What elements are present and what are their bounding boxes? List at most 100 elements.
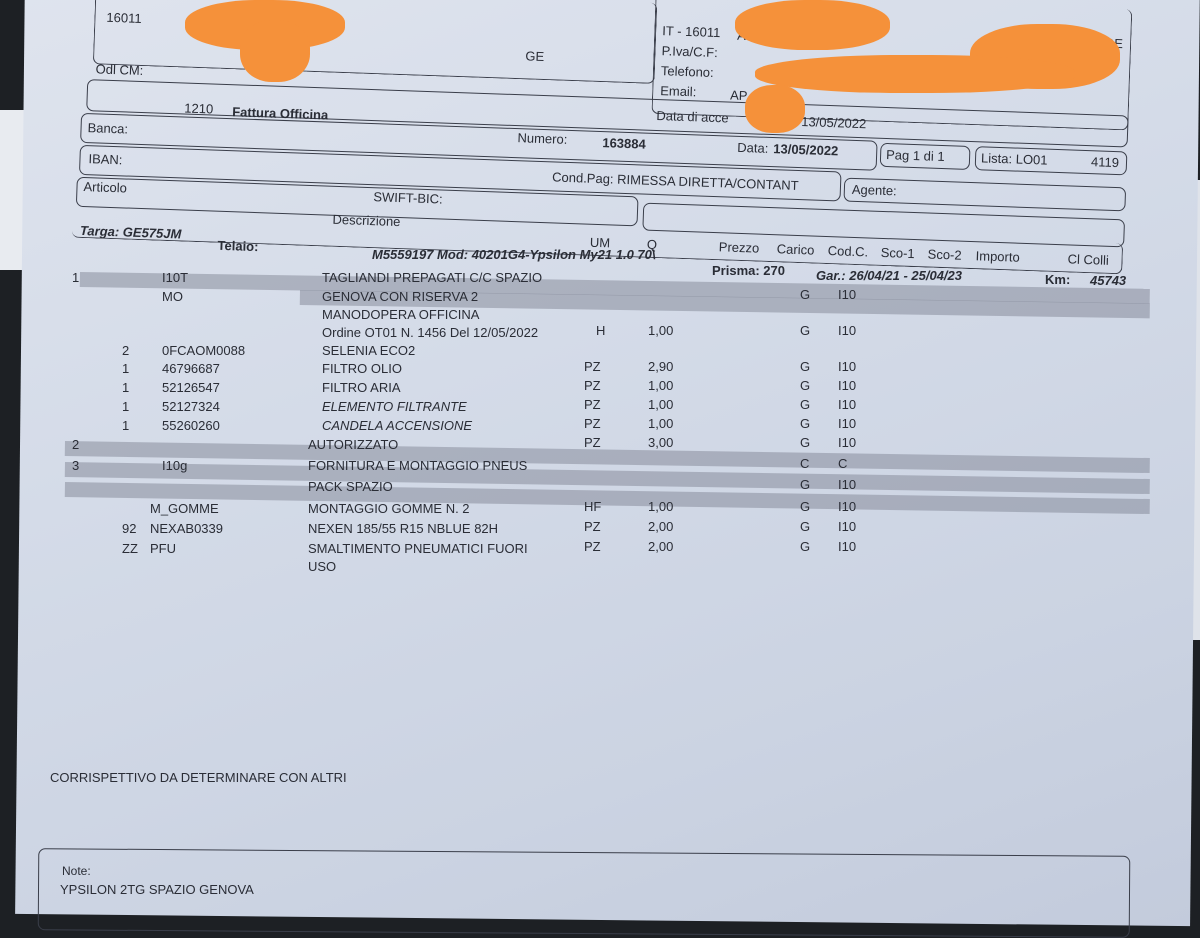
row-description: USO xyxy=(308,559,337,574)
km-value: 45743 xyxy=(1090,273,1127,288)
col-codc: Cod.C. xyxy=(827,243,869,260)
row-quantity: 1,00 xyxy=(648,323,674,338)
row-carico: G xyxy=(800,287,811,302)
redaction-mark xyxy=(755,55,1075,93)
row-description: FILTRO ARIA xyxy=(322,380,401,395)
row-cod-c: I10 xyxy=(838,378,857,393)
row-carico: G xyxy=(800,499,811,514)
row-description: MANODOPERA OFFICINA xyxy=(322,307,480,322)
col-prezzo: Prezzo xyxy=(718,239,760,256)
recipient-cap: IT - 16011 xyxy=(662,23,721,41)
agente-label: Agente: xyxy=(851,181,897,199)
row-code: 52127324 xyxy=(162,399,220,414)
row-cod-c: I10 xyxy=(838,519,857,534)
row-description: TAGLIANDI PREPAGATI C/C SPAZIO xyxy=(322,270,543,285)
row-description: MONTAGGIO GOMME N. 2 xyxy=(308,501,470,516)
row-carico: G xyxy=(800,397,811,412)
row-um: PZ xyxy=(584,359,601,374)
row-code: I10g xyxy=(162,458,188,473)
row-um: PZ xyxy=(584,397,601,412)
row-quantity: 1,00 xyxy=(648,499,674,514)
row-description: GENOVA CON RISERVA 2 xyxy=(322,289,479,304)
row-code: 46796687 xyxy=(162,361,220,376)
swift-label: SWIFT-BIC: xyxy=(373,189,443,207)
col-carico: Carico xyxy=(776,241,815,258)
note-label: Note: xyxy=(62,864,91,878)
row-code: MO xyxy=(162,289,183,304)
col-sco1: Sco-1 xyxy=(880,244,915,262)
row-quantity: 1,00 xyxy=(648,378,674,393)
vehicle-model: M5559197 Mod: 40201G4-Ypsilon My21 1.0 7… xyxy=(372,247,656,262)
row-description: ELEMENTO FILTRANTE xyxy=(322,399,467,414)
row-number: 1 xyxy=(122,418,130,433)
row-cod-c: I10 xyxy=(838,539,857,554)
numero-value: 163884 xyxy=(602,135,647,152)
row-carico: G xyxy=(800,435,811,450)
row-cod-c: C xyxy=(838,456,848,471)
row-number: 1 xyxy=(122,380,130,395)
row-number: ZZ xyxy=(122,541,138,556)
row-quantity: 2,90 xyxy=(648,359,674,374)
col-importo: Importo xyxy=(975,248,1020,265)
data-label: Data: xyxy=(737,139,769,156)
row-number: 3 xyxy=(72,458,80,473)
row-quantity: 1,00 xyxy=(648,416,674,431)
redaction-mark xyxy=(240,20,310,82)
km-label: Km: xyxy=(1045,272,1071,287)
row-carico: G xyxy=(800,416,811,431)
row-quantity: 2,00 xyxy=(648,539,674,554)
telaio-label: Telaio: xyxy=(217,237,259,255)
row-description: AUTORIZZATO xyxy=(308,437,399,452)
data-accettazione: 13/05/2022 xyxy=(800,114,867,132)
col-cl-colli: Cl Colli xyxy=(1067,251,1110,268)
row-code: NEXAB0339 xyxy=(150,521,223,536)
row-number: 1 xyxy=(72,270,80,285)
lista-value: 4119 xyxy=(1090,154,1120,171)
row-number: 1 xyxy=(122,361,130,376)
data-accettazione-label: Data di acce xyxy=(656,107,729,126)
row-carico: G xyxy=(800,477,811,492)
row-number: 92 xyxy=(122,521,137,536)
row-quantity: 3,00 xyxy=(648,435,674,450)
data-value: 13/05/2022 xyxy=(773,141,839,159)
row-code: PFU xyxy=(150,541,176,556)
row-carico: G xyxy=(800,519,811,534)
banca-label: Banca: xyxy=(87,120,129,137)
vehicle-prisma: Prisma: 270 xyxy=(712,263,785,278)
row-carico: G xyxy=(800,378,811,393)
row-carico: G xyxy=(800,359,811,374)
row-um: PZ xyxy=(584,519,601,534)
row-code: 52126547 xyxy=(162,380,220,395)
row-description: SMALTIMENTO PNEUMATICI FUORI xyxy=(308,541,528,556)
row-cod-c: I10 xyxy=(838,435,857,450)
row-cod-c: I10 xyxy=(838,477,857,492)
row-quantity: 2,00 xyxy=(648,519,674,534)
row-um: H xyxy=(596,323,606,338)
row-code: 0FCAOM0088 xyxy=(162,343,246,358)
row-cod-c: I10 xyxy=(838,287,857,302)
row-cod-c: I10 xyxy=(838,397,857,412)
row-um: PZ xyxy=(584,435,601,450)
row-um: PZ xyxy=(584,378,601,393)
iban-label: IBAN: xyxy=(88,151,123,168)
row-carico: G xyxy=(800,323,811,338)
articolo-label: Articolo xyxy=(83,179,128,196)
corrispettivo-text: CORRISPETTIVO DA DETERMINARE CON ALTRI xyxy=(50,770,347,785)
row-cod-c: I10 xyxy=(838,323,857,338)
targa: Targa: GE575JM xyxy=(79,222,182,242)
vehicle-garanzia: Gar.: 26/04/21 - 25/04/23 xyxy=(816,268,962,283)
odi-cm-label: Odl CM: xyxy=(95,61,144,79)
redaction-mark xyxy=(735,0,890,50)
row-description: PACK SPAZIO xyxy=(308,479,393,494)
numero-label: Numero: xyxy=(517,130,568,147)
row-code: M_GOMME xyxy=(150,501,219,516)
row-description: FILTRO OLIO xyxy=(322,361,402,376)
row-carico: G xyxy=(800,539,811,554)
row-number: 1 xyxy=(122,399,130,414)
row-carico: C xyxy=(800,456,810,471)
row-description: CANDELA ACCENSIONE xyxy=(322,418,473,433)
row-cod-c: I10 xyxy=(838,499,857,514)
lista-label: Lista: LO01 xyxy=(980,150,1048,168)
sender-box xyxy=(92,0,658,84)
sender-prov: GE xyxy=(525,48,545,65)
